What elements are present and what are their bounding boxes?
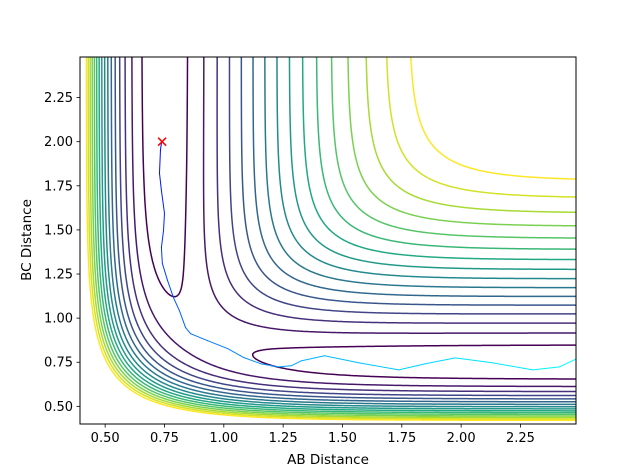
x-tick-label: 0.75: [150, 431, 179, 446]
x-tick-label: 1.00: [209, 431, 238, 446]
trajectory-segment: [424, 357, 456, 365]
trajectory-segment: [398, 363, 426, 371]
contour-level-2: [124, 57, 576, 393]
y-axis-label: BC Distance: [19, 199, 35, 281]
trajectory-segment: [491, 362, 534, 371]
trajectory-segment: [163, 212, 165, 231]
contour-level-8: [101, 57, 576, 410]
contour-level-15: [85, 57, 576, 422]
contour-level-6: [107, 57, 576, 406]
trajectory-segment: [260, 363, 279, 368]
trajectory-segment: [559, 358, 576, 368]
trajectory-segment: [167, 280, 175, 299]
trajectory-segment: [243, 357, 262, 365]
x-axis-label: AB Distance: [287, 452, 369, 468]
contour-level-5: [110, 57, 576, 403]
trajectory-segment: [161, 262, 169, 282]
contour-level-1: [131, 57, 576, 388]
trajectory-segment: [290, 360, 302, 367]
contour-level-7: [103, 57, 576, 408]
trajectory-segment: [173, 297, 180, 312]
contour-level-11: [93, 57, 576, 416]
y-tick-label: 1.75: [44, 179, 73, 194]
trajectory-segment: [159, 149, 161, 174]
axes-frame: [79, 56, 577, 425]
trajectory-segment: [160, 189, 165, 214]
x-tick-label: 1.25: [269, 431, 298, 446]
y-tick-label: 0.75: [44, 356, 73, 371]
trajectory-segment: [532, 366, 561, 371]
contour-level-14: [87, 57, 576, 420]
trajectory-segment: [178, 310, 187, 329]
trajectory: [159, 142, 576, 371]
x-axis-ticks: 0.50 0.75 1.00 1.25 1.50 1.75 2.00 2.25: [91, 424, 535, 446]
x-tick-label: 1.50: [328, 431, 357, 446]
start-x-marker-icon: [157, 137, 167, 147]
trajectory-segment: [227, 348, 245, 359]
trajectory-segment: [185, 327, 192, 335]
y-tick-label: 2.25: [44, 91, 73, 106]
contour-level-12: [91, 57, 576, 417]
trajectory-segment: [454, 357, 493, 364]
trajectory-segment: [358, 362, 400, 371]
trajectory-segment: [159, 142, 162, 151]
trajectory-segment: [323, 355, 360, 364]
y-tick-label: 1.25: [44, 268, 73, 283]
contour-level-4: [114, 57, 576, 400]
x-tick-label: 0.50: [91, 431, 120, 446]
contour-level-0: [141, 57, 576, 380]
trajectory-segment: [300, 355, 325, 362]
contour-level-9: [98, 57, 576, 412]
contour-level-3: [118, 57, 576, 397]
contour-level-10: [95, 57, 576, 414]
trajectory-segment: [160, 247, 163, 264]
trajectory-segment: [160, 229, 165, 249]
x-tick-label: 2.25: [506, 431, 535, 446]
y-tick-label: 0.50: [44, 400, 73, 415]
y-tick-label: 1.50: [44, 223, 73, 238]
trajectory-segment: [190, 333, 209, 342]
y-axis-ticks: 0.50 0.75 1.00 1.25 1.50 1.75 2.00 2.25: [44, 91, 80, 415]
trajectory-segment: [207, 340, 229, 350]
x-tick-label: 2.00: [447, 431, 476, 446]
contour-level-13: [89, 57, 576, 419]
contour-lines: [85, 57, 576, 422]
y-tick-label: 2.00: [44, 135, 73, 150]
y-tick-label: 1.00: [44, 312, 73, 327]
start-marker: [157, 137, 167, 147]
trajectory-segment: [159, 172, 162, 191]
x-tick-label: 1.75: [387, 431, 416, 446]
trajectory-segment: [277, 365, 292, 368]
